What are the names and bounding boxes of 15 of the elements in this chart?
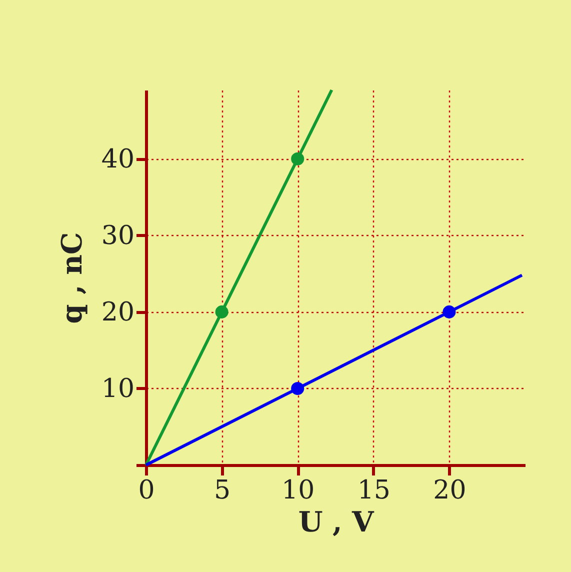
y-tick-label: 10 — [101, 374, 134, 404]
x-tick-label: 20 — [433, 476, 466, 506]
point — [215, 305, 228, 318]
point — [291, 382, 304, 395]
x-tick-label: 0 — [138, 476, 155, 506]
y-tick-label: 20 — [101, 297, 134, 328]
x-tick-label: 5 — [214, 476, 231, 506]
y-tick-label: 40 — [101, 144, 134, 174]
point — [291, 152, 304, 166]
x-tick-label: 15 — [357, 476, 390, 506]
y-tick-label: 30 — [101, 220, 134, 251]
x-axis-title: U , V — [298, 506, 375, 538]
point — [442, 305, 456, 318]
x-tick-label: 10 — [282, 476, 315, 506]
y-axis-title: q , nC — [55, 232, 88, 324]
